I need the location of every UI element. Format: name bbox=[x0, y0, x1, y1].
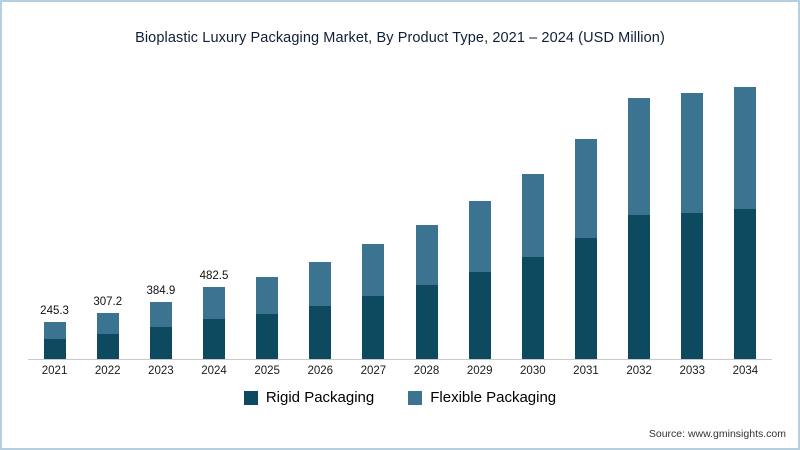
bar-group-2021: 245.3 bbox=[28, 304, 81, 359]
bar-segment-rigid bbox=[734, 209, 757, 359]
bar-segment-rigid bbox=[149, 327, 172, 359]
bar-segment-flexible bbox=[521, 173, 544, 258]
bar-stack bbox=[628, 97, 651, 359]
bar-segment-rigid bbox=[43, 338, 66, 359]
bar-segment-flexible bbox=[362, 243, 385, 296]
bar-group-2025 bbox=[241, 259, 294, 359]
bar-segment-flexible bbox=[734, 87, 757, 210]
legend-swatch bbox=[243, 390, 258, 405]
bar-group-2029 bbox=[453, 183, 506, 359]
bar-segment-rigid bbox=[415, 285, 438, 359]
x-axis-label: 2030 bbox=[520, 365, 546, 377]
bar-segment-flexible bbox=[309, 261, 332, 306]
legend-label: Rigid Packaging bbox=[265, 389, 375, 406]
x-axis-label: 2027 bbox=[360, 365, 387, 377]
bar-value-label: 482.5 bbox=[199, 269, 229, 282]
x-axis-label: 2025 bbox=[254, 365, 280, 377]
bar-group-2033 bbox=[666, 75, 719, 359]
bar-stack bbox=[734, 87, 757, 359]
x-axis-label: 2029 bbox=[466, 365, 493, 377]
x-axis-label: 2032 bbox=[626, 365, 652, 377]
legend-item-flexible: Flexible Packaging bbox=[408, 389, 556, 406]
bar-stack bbox=[96, 313, 119, 359]
source-note: Source: www.gminsights.com bbox=[648, 428, 786, 440]
bar-stack bbox=[468, 201, 491, 359]
x-axis-label: 2021 bbox=[41, 365, 68, 377]
bar-stack bbox=[256, 276, 279, 359]
x-axis-label: 2031 bbox=[573, 365, 599, 377]
bar-stack bbox=[521, 173, 544, 359]
bar-stack bbox=[43, 322, 66, 359]
bar-segment-flexible bbox=[681, 93, 704, 213]
bar-group-2031 bbox=[559, 121, 612, 359]
legend: Rigid Packaging Flexible Packaging bbox=[2, 389, 798, 406]
bar-value-label: 307.2 bbox=[93, 296, 123, 309]
bar-value-label: 384.9 bbox=[146, 284, 176, 297]
bar-segment-rigid bbox=[468, 272, 491, 359]
bar-group-2030 bbox=[506, 156, 559, 359]
bar-segment-rigid bbox=[309, 305, 332, 359]
bar-segment-flexible bbox=[415, 225, 438, 286]
bar-segment-rigid bbox=[256, 313, 279, 359]
bar-segment-rigid bbox=[96, 333, 119, 359]
bar-segment-flexible bbox=[202, 286, 225, 320]
x-axis-label: 2022 bbox=[94, 365, 121, 377]
bar-segment-flexible bbox=[468, 201, 491, 273]
bar-stack bbox=[202, 286, 225, 359]
bar-group-2032 bbox=[613, 80, 666, 359]
legend-swatch bbox=[408, 390, 423, 405]
bar-stack bbox=[574, 139, 597, 359]
x-axis-label: 2034 bbox=[732, 365, 759, 377]
bar-segment-rigid bbox=[362, 295, 385, 359]
bar-segment-flexible bbox=[43, 322, 66, 339]
bar-segment-rigid bbox=[628, 215, 651, 359]
bar-group-2022: 307.2 bbox=[81, 295, 134, 359]
bar-stack bbox=[362, 243, 385, 359]
bar-group-2028 bbox=[400, 207, 453, 359]
x-axis-label: 2024 bbox=[201, 365, 227, 377]
bar-group-2026 bbox=[294, 244, 347, 359]
bar-segment-flexible bbox=[96, 313, 119, 334]
x-axis-label: 2028 bbox=[413, 365, 440, 377]
bar-group-2034 bbox=[719, 69, 772, 359]
x-axis-label: 2026 bbox=[307, 365, 334, 377]
bar-stack bbox=[681, 93, 704, 359]
bar-group-2024: 482.5 bbox=[187, 269, 240, 359]
bar-segment-rigid bbox=[202, 319, 225, 359]
x-axis-label: 2033 bbox=[679, 365, 706, 377]
plot-area: 245.3 307.2 384.9 482.5 2021 2022 2023 2024 202… bbox=[28, 46, 772, 377]
bar-value-label: 245.3 bbox=[40, 305, 69, 318]
bar-segment-rigid bbox=[521, 257, 544, 359]
bar-segment-flexible bbox=[628, 97, 651, 216]
legend-item-rigid: Rigid Packaging bbox=[243, 389, 375, 406]
bar-segment-flexible bbox=[574, 139, 597, 239]
bar-group-2027 bbox=[347, 226, 400, 359]
legend-label: Flexible Packaging bbox=[430, 389, 557, 406]
chart-title: Bioplastic Luxury Packaging Market, By P… bbox=[135, 30, 665, 46]
bar-stack bbox=[415, 225, 438, 359]
bar-segment-flexible bbox=[149, 301, 172, 328]
bar-group-2023: 384.9 bbox=[134, 284, 187, 359]
bar-segment-flexible bbox=[256, 276, 279, 314]
bar-stack bbox=[149, 301, 172, 359]
bars-row: 245.3 307.2 384.9 482.5 bbox=[28, 46, 772, 360]
bar-segment-rigid bbox=[681, 212, 704, 359]
bar-stack bbox=[309, 261, 332, 359]
x-axis-labels: 2021 2022 2023 2024 2025 2026 2027 2028 2029 2030… bbox=[28, 360, 772, 377]
bar-segment-rigid bbox=[574, 238, 597, 359]
x-axis-label: 2023 bbox=[148, 365, 174, 377]
